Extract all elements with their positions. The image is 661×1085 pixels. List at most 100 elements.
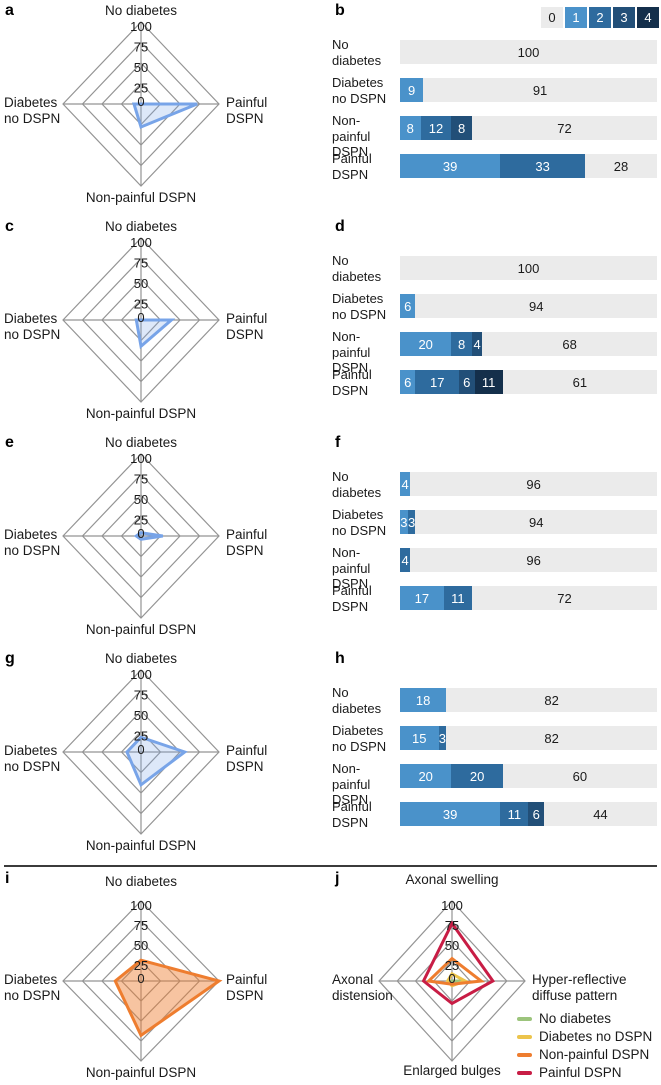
bar-category-label-line: Painful bbox=[332, 583, 372, 598]
radar-tick-label: 25 bbox=[134, 297, 148, 312]
panel-j: j 0 25 50 75 100 Axonal swelling Enlarged bulg… bbox=[330, 868, 661, 1085]
panel-letter-h: h bbox=[335, 650, 345, 667]
radar-axis-label-right: DSPN bbox=[226, 111, 264, 126]
panel-letter-j: j bbox=[335, 870, 340, 887]
bar-segment-grade-0: 91 bbox=[423, 78, 657, 102]
radar-chart-i: 0 25 50 75 100 No diabetes Non-painful DSPN Pai… bbox=[0, 868, 330, 1085]
bar-segment-value: 20 bbox=[418, 336, 433, 352]
panel-letter-g: g bbox=[5, 650, 15, 667]
bar-segment-grade-0: 82 bbox=[446, 726, 657, 750]
bar-category-label-line: Painful bbox=[332, 151, 372, 166]
legend-item: Diabetes no DSPN bbox=[517, 1028, 652, 1046]
radar-axis-label-right: DSPN bbox=[226, 988, 264, 1003]
radar-axis-label-bottom: Non-painful DSPN bbox=[86, 622, 196, 637]
bar-segment-grade-0: 72 bbox=[471, 586, 657, 610]
bar-segment-grade-1: 15 bbox=[400, 726, 439, 750]
bar-segment-value: 96 bbox=[526, 476, 541, 492]
bar-category-label-line: DSPN bbox=[332, 166, 369, 182]
bar-segment-value: 39 bbox=[442, 158, 458, 174]
stacked-bar-row: 100 bbox=[400, 256, 657, 280]
bar-segment-grade-3: 8 bbox=[451, 116, 472, 140]
bar-category-label-line: Painful bbox=[332, 799, 372, 814]
radar-chart-c: 0 25 50 75 100 No diabetes Non-painful DSPN Pai… bbox=[0, 216, 330, 432]
radar-axis-label-left: no DSPN bbox=[4, 543, 60, 558]
bar-segment-grade-4: 11 bbox=[474, 370, 503, 394]
bar-category-label-line: no DSPN bbox=[332, 522, 387, 538]
legend-item: No diabetes bbox=[517, 1010, 652, 1028]
radar-chart-g: 0 25 50 75 100 No diabetes Non-painful DSPN Pai… bbox=[0, 648, 330, 864]
radar-tick-label: 0 bbox=[448, 971, 455, 986]
radar-axis-label-right: DSPN bbox=[226, 759, 264, 774]
bar-segment-value: 39 bbox=[442, 806, 458, 822]
bar-segment-grade-1: 9 bbox=[400, 78, 424, 102]
stacked-bar-row: 100 bbox=[400, 40, 657, 64]
radar-tick-label: 50 bbox=[134, 492, 148, 507]
bar-category-label-line: diabetes bbox=[332, 484, 382, 500]
bar-segment-value: 82 bbox=[544, 730, 559, 746]
panel-f: f No diabetes 4 96 Diabetes no DSPN 3 3 94 Non-pa… bbox=[330, 432, 661, 648]
bar-segment-grade-1: 6 bbox=[400, 370, 416, 394]
radar-axis-label-left: no DSPN bbox=[4, 327, 60, 342]
bar-segment-grade-0: 100 bbox=[400, 40, 657, 64]
bar-category-label-line: No bbox=[332, 253, 349, 268]
radar-tick-label: 25 bbox=[134, 958, 148, 973]
bar-segment-grade-2: 20 bbox=[451, 764, 503, 788]
bar-segment-grade-3: 6 bbox=[459, 370, 475, 394]
bar-category-label: Diabetes no DSPN bbox=[332, 723, 398, 754]
radar-tick-label: 25 bbox=[134, 81, 148, 96]
bar-segment-value: 60 bbox=[572, 768, 588, 784]
bar-segment-value: 94 bbox=[528, 514, 544, 530]
radar-tick-label: 100 bbox=[130, 667, 152, 682]
panel-b: b 0 1 2 3 4 No diabetes 100 Diabetes no DSPN 9 91 No… bbox=[330, 0, 661, 216]
bar-segment-grade-0: 72 bbox=[471, 116, 657, 140]
legend-swatch bbox=[517, 1053, 532, 1057]
stacked-bar-row: 6 94 bbox=[400, 294, 657, 318]
bar-segment-grade-3: 4 bbox=[471, 332, 483, 356]
radar-tick-label: 25 bbox=[134, 513, 148, 528]
grade-legend-item-2: 2 bbox=[589, 7, 611, 28]
bar-category-label-line: no DSPN bbox=[332, 306, 387, 322]
bar-segment-grade-2: 33 bbox=[500, 154, 586, 178]
radar-tick-label: 100 bbox=[130, 898, 152, 913]
bar-category-label: Diabetes no DSPN bbox=[332, 507, 398, 538]
radar-axis-label-bottom: Enlarged bulges bbox=[403, 1063, 501, 1078]
stacked-bar-chart-b: 0 1 2 3 4 No diabetes 100 Diabetes no DSPN 9 91 Non-… bbox=[330, 0, 661, 216]
bar-segment-value: 20 bbox=[469, 768, 485, 784]
bar-category-label-line: no DSPN bbox=[332, 90, 387, 106]
bar-category-label: Painful DSPN bbox=[332, 151, 398, 182]
bar-category-label: Painful DSPN bbox=[332, 799, 398, 830]
legend-label: No diabetes bbox=[539, 1011, 612, 1026]
bar-segment-grade-1: 20 bbox=[400, 332, 452, 356]
radar-tick-label: 100 bbox=[130, 451, 152, 466]
bar-segment-value: 12 bbox=[428, 120, 444, 136]
bar-category-label: No diabetes bbox=[332, 685, 398, 716]
stacked-bar-chart-h: No diabetes 18 82 Diabetes no DSPN 15 3 82 Non-pa… bbox=[330, 648, 661, 864]
bar-segment-grade-0: 60 bbox=[502, 764, 657, 788]
bar-segment-value: 28 bbox=[613, 158, 629, 174]
bar-segment-grade-0: 68 bbox=[482, 332, 657, 356]
bar-segment-grade-1: 18 bbox=[400, 688, 447, 712]
panel-d: d No diabetes 100 Diabetes no DSPN 6 94 Non-pai… bbox=[330, 216, 661, 432]
bar-category-label-line: DSPN bbox=[332, 814, 369, 830]
radar-tick-label: 75 bbox=[134, 472, 148, 487]
stacked-bar-row: 15 3 82 bbox=[400, 726, 657, 750]
stacked-bar-row: 8 12 8 72 bbox=[400, 116, 657, 140]
bar-category-label-line: diabetes bbox=[332, 268, 382, 284]
bar-segment-grade-1: 39 bbox=[400, 154, 501, 178]
bar-category-label-line: DSPN bbox=[332, 792, 369, 807]
bar-category-label: Non-painful DSPN bbox=[332, 545, 398, 592]
bar-category-label-line: No bbox=[332, 685, 349, 700]
legend-swatch bbox=[517, 1071, 532, 1075]
panel-letter-d: d bbox=[335, 218, 345, 235]
bar-segment-grade-2: 11 bbox=[500, 802, 529, 826]
bar-category-label-line: DSPN bbox=[332, 382, 369, 398]
legend-label: Non-painful DSPN bbox=[539, 1047, 650, 1062]
bar-segment-value: 4 bbox=[401, 476, 409, 492]
bar-segment-value: 6 bbox=[404, 374, 412, 390]
legend-label: Painful DSPN bbox=[539, 1065, 622, 1080]
bar-segment-grade-1: 39 bbox=[400, 802, 501, 826]
panel-letter-e: e bbox=[5, 434, 14, 451]
bar-segment-grade-2: 11 bbox=[443, 586, 472, 610]
radar-series bbox=[133, 531, 164, 541]
